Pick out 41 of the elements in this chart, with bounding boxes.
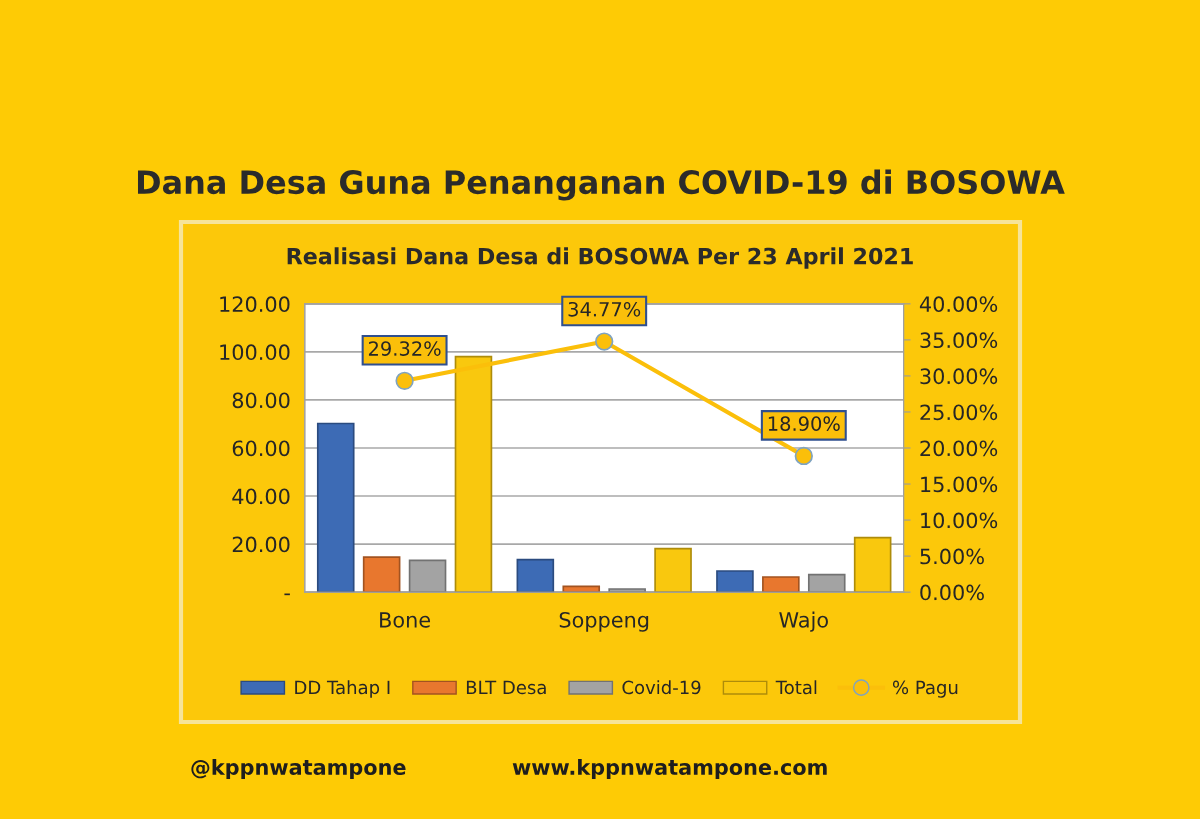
y-tick-label: 120.00 <box>220 296 290 313</box>
y-tick-label: 20.00 <box>232 536 290 553</box>
legend-label: BLT Desa <box>466 680 546 695</box>
y-tick-label: - <box>284 593 290 596</box>
data-label: 34.77% <box>568 301 641 317</box>
legend-label: DD Tahap I <box>295 680 390 698</box>
x-tick-label: Wajo <box>779 611 828 632</box>
x-tick-label: Bone <box>380 612 431 628</box>
data-label: 29.32% <box>368 341 441 356</box>
y2-tick-label: 35.00% <box>920 332 998 349</box>
point <box>794 446 813 466</box>
bar <box>362 556 401 593</box>
y-tick-label: 40.00 <box>232 488 290 505</box>
data-label: 18.90% <box>768 416 840 432</box>
bar <box>516 558 555 593</box>
legend-label: % Pagu <box>892 680 958 698</box>
text: @kppnwatampone <box>191 758 406 780</box>
legend-label: Total <box>775 680 817 695</box>
point <box>395 371 414 390</box>
text: www.kppnwatampone.com <box>512 758 827 780</box>
y-tick-label: 100.00 <box>220 344 290 361</box>
bar <box>654 547 692 593</box>
chart-title: Dana Desa Guna Penanganan COVID-19 di BOSOWA <box>137 169 1065 201</box>
x-tick-label: Soppeng <box>559 611 649 632</box>
y2-tick-label: 15.00% <box>921 476 998 493</box>
y2-tick-label: 0.00% <box>920 584 984 601</box>
y2-tick-label: 10.00% <box>921 512 998 529</box>
bar <box>716 570 754 593</box>
bar <box>762 576 800 593</box>
y2-tick-label: 5.00% <box>920 548 984 565</box>
y2-tick-label: 30.00% <box>920 368 998 385</box>
bar <box>316 422 355 593</box>
point <box>595 332 614 351</box>
chart-subtitle: Realisasi Dana Desa di BOSOWA Per 23 April 2021 <box>287 247 913 269</box>
y-tick-label: 80.00 <box>232 392 290 409</box>
bar <box>853 536 892 593</box>
y2-tick-label: 40.00% <box>919 296 998 313</box>
legend-label: Covid-19 <box>622 680 701 695</box>
y2-tick-label: 25.00% <box>920 404 998 421</box>
y2-tick-label: 20.00% <box>920 440 998 457</box>
y-tick-label: 60.00 <box>232 440 290 457</box>
